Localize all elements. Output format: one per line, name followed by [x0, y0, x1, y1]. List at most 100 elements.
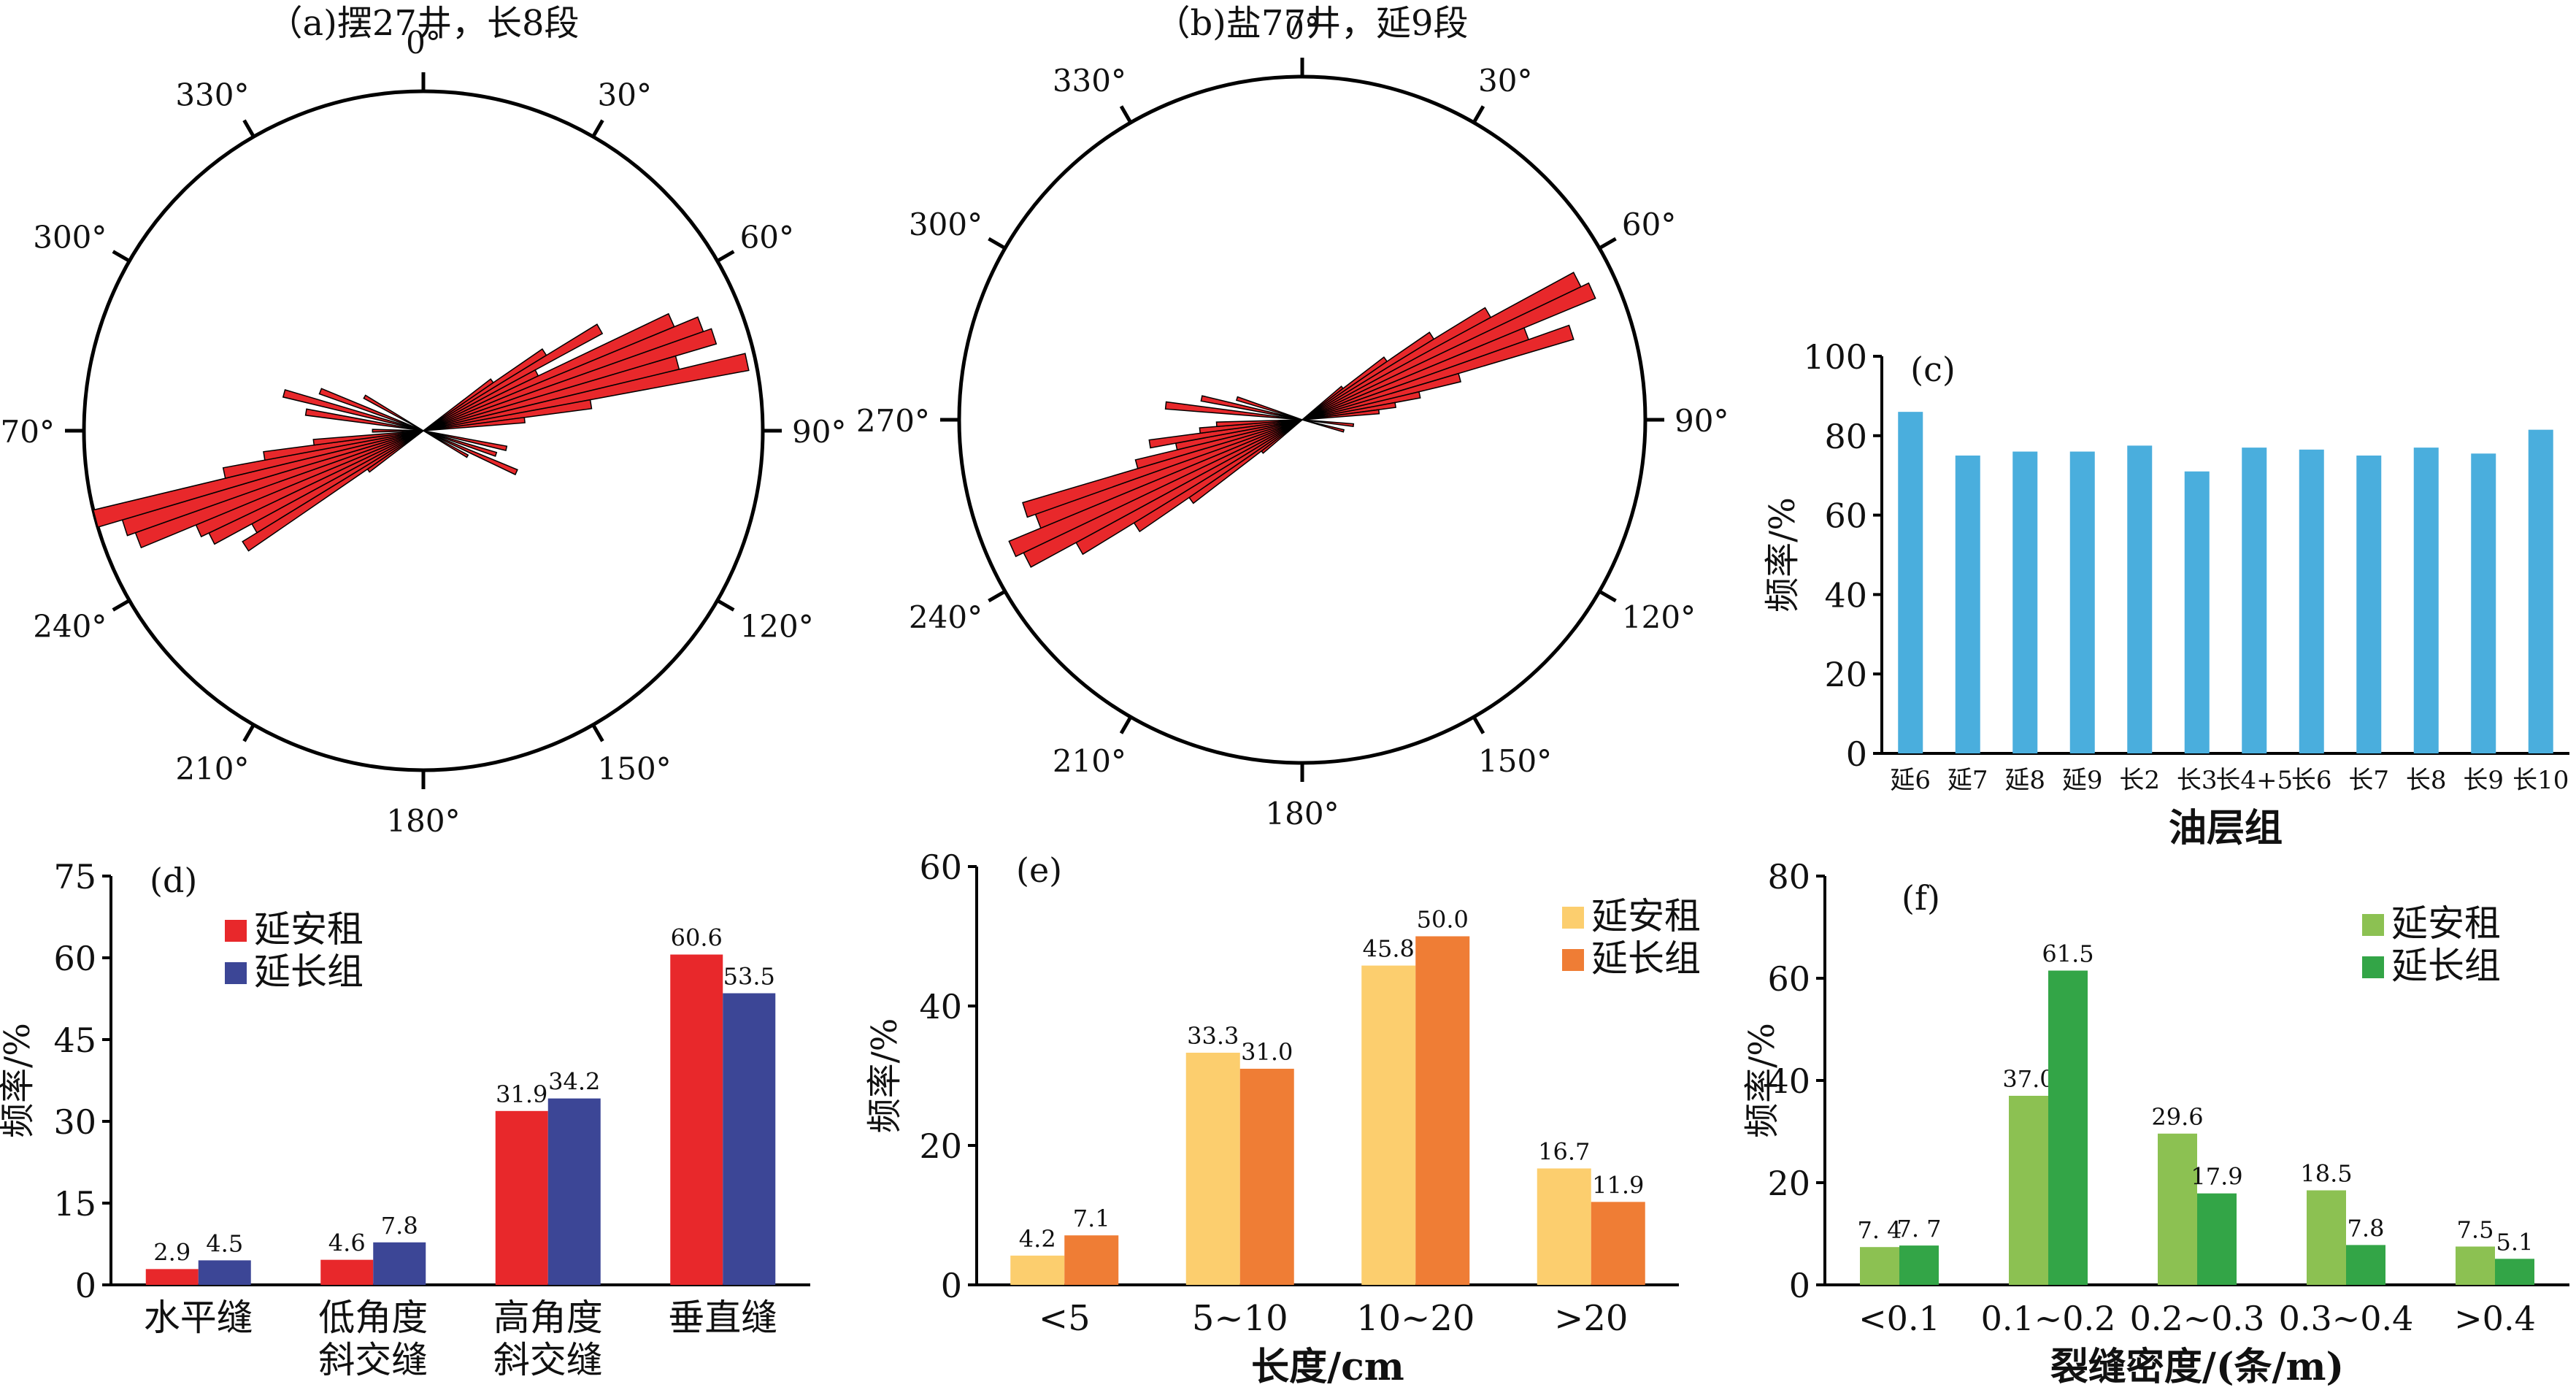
rose-petal	[423, 416, 526, 431]
rose-tick	[112, 250, 131, 263]
legend-swatch	[225, 962, 247, 984]
x-tick-label: >20	[1554, 1298, 1628, 1339]
rose-angle-label: 150°	[598, 751, 672, 787]
x-tick-label: 长7	[2348, 766, 2389, 795]
x-tick-label: 长3	[2177, 766, 2218, 795]
rose-tick	[1598, 237, 1617, 250]
x-tick-label: 高角度	[493, 1297, 603, 1339]
rose-angle-label: 0°	[406, 25, 441, 61]
x-tick-label: <5	[1039, 1298, 1091, 1339]
y-tick-label: 15	[53, 1184, 96, 1224]
bar	[1361, 965, 1416, 1285]
chart-title: （b)盐77井，延9段	[1155, 3, 1468, 44]
bar	[1537, 1168, 1591, 1285]
legend-swatch	[1562, 949, 1584, 971]
rose-petal	[1215, 419, 1303, 428]
bar	[2048, 970, 2088, 1285]
bar	[1955, 456, 1980, 753]
rose-petal	[1200, 395, 1303, 421]
x-tick-label: 低角度	[318, 1297, 428, 1339]
bar	[2456, 1246, 2495, 1285]
rose-angle-label: 240°	[33, 609, 107, 645]
rose-tick	[1472, 105, 1485, 124]
legend-label: 延长组	[254, 951, 364, 993]
y-axis-label: 频率/%	[864, 1018, 905, 1134]
bar	[2413, 448, 2439, 753]
y-tick-label: 60	[919, 848, 962, 887]
rose-tick	[988, 237, 1007, 250]
x-tick-label: 水平缝	[144, 1297, 253, 1339]
data-label: 53.5	[723, 963, 775, 991]
data-label: 31.0	[1241, 1038, 1293, 1066]
rose-angle-label: 60°	[1622, 207, 1676, 242]
y-tick-label: 0	[941, 1266, 962, 1305]
rose-tick	[591, 723, 604, 742]
rose-angle-label: 180°	[386, 803, 460, 839]
bar	[2197, 1193, 2237, 1285]
bar	[1010, 1255, 1065, 1285]
rose-petal	[1302, 282, 1596, 421]
y-tick-label: 60	[1767, 959, 1810, 999]
bar	[1591, 1202, 1645, 1285]
rose-angle-label: 60°	[740, 220, 794, 256]
rose-tick	[1598, 589, 1617, 603]
y-tick-label: 20	[1824, 655, 1867, 694]
x-tick-label: 延6	[1890, 766, 1931, 795]
rose-angle-label: 300°	[909, 207, 983, 242]
legend-label: 延长组	[1591, 937, 1701, 980]
data-label: 18.5	[2300, 1160, 2352, 1188]
rose-angle-label: 270°	[0, 414, 55, 450]
rose-petal	[1235, 396, 1303, 421]
x-tick-label: 垂直缝	[668, 1297, 777, 1339]
bar	[2009, 1096, 2048, 1285]
rose-angle-label: 150°	[1478, 743, 1552, 779]
bar	[198, 1260, 251, 1285]
data-label: 37.0	[2002, 1065, 2054, 1093]
bar	[1064, 1235, 1119, 1285]
x-tick-label: 长4+5	[2215, 766, 2293, 795]
rose-tick	[988, 589, 1007, 603]
bar	[2471, 453, 2496, 753]
rose-angle-label: 120°	[740, 609, 814, 645]
y-tick-label: 80	[1767, 857, 1810, 896]
data-label: 34.2	[548, 1068, 600, 1096]
rose-petal	[282, 388, 424, 431]
bar	[1898, 412, 1923, 753]
legend-label: 延安租	[254, 908, 364, 951]
x-tick-label: 长8	[2406, 766, 2447, 795]
chart-title: (f)	[1902, 878, 1940, 918]
data-label: 60.6	[671, 924, 723, 952]
y-tick-label: 30	[53, 1102, 96, 1142]
y-tick-label: 0	[1789, 1266, 1810, 1305]
x-tick-label: 延7	[1948, 766, 1988, 795]
y-axis-label: 频率/%	[1762, 497, 1803, 613]
data-label: 4.2	[1019, 1225, 1056, 1253]
data-label: 33.3	[1187, 1022, 1239, 1050]
rose-tick	[1472, 715, 1485, 734]
bar-chart-f: 0 20 40 60 80 7. 47. 7 <0.1 37.0 61.5 0.1~0.2 29.6…	[1742, 857, 2569, 1389]
bar	[2184, 471, 2210, 753]
bar	[1185, 1052, 1240, 1285]
data-label: 45.8	[1363, 935, 1415, 963]
data-label: 61.5	[2042, 940, 2094, 968]
bar	[2127, 445, 2153, 753]
rose-petal	[423, 355, 680, 431]
x-axis-label: 长度/cm	[1251, 1345, 1404, 1389]
x-tick-label: 斜交缝	[318, 1339, 428, 1381]
chart-title: (e)	[1016, 850, 1062, 890]
rose-angle-label: 240°	[909, 599, 983, 635]
chart-title: (c)	[1910, 350, 1956, 389]
bar	[2528, 429, 2553, 753]
rose-petal	[423, 430, 518, 476]
rose-tick	[242, 723, 255, 742]
data-label: 7. 7	[1896, 1215, 1941, 1243]
y-axis-label: 频率/%	[1742, 1023, 1783, 1138]
rose-petal	[1302, 419, 1355, 428]
bar	[1415, 936, 1470, 1285]
rose-tick	[1119, 105, 1133, 124]
y-tick-label: 60	[53, 939, 96, 978]
chart-title: (d)	[150, 861, 197, 900]
rose-angle-label: 210°	[175, 751, 249, 787]
